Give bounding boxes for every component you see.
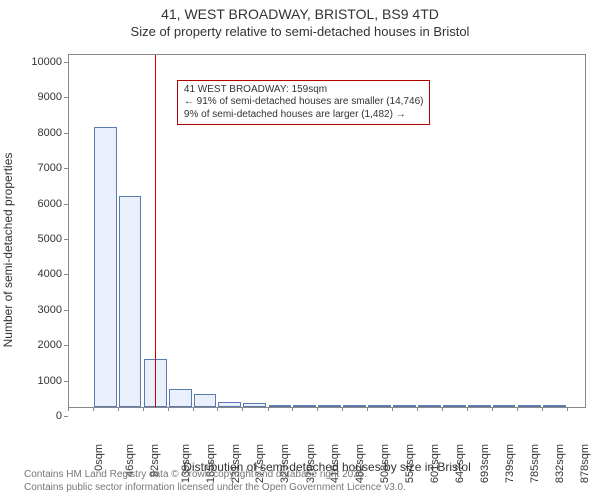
bar bbox=[243, 403, 266, 407]
x-tick-mark bbox=[193, 407, 194, 411]
y-tick-label: 3000 bbox=[38, 304, 62, 316]
footer: Contains HM Land Registry data © Crown c… bbox=[24, 468, 406, 494]
y-tick-label: 7000 bbox=[38, 162, 62, 174]
x-tick-mark bbox=[367, 407, 368, 411]
x-tick-mark bbox=[242, 407, 243, 411]
x-tick-mark bbox=[217, 407, 218, 411]
bar bbox=[443, 405, 466, 407]
x-tick-mark bbox=[417, 407, 418, 411]
bar bbox=[518, 405, 541, 407]
footer-line1: Contains HM Land Registry data © Crown c… bbox=[24, 468, 406, 481]
bar bbox=[393, 405, 416, 407]
x-tick-mark bbox=[93, 407, 94, 411]
marker-line bbox=[155, 55, 156, 407]
bar bbox=[343, 405, 366, 407]
x-tick-mark bbox=[168, 407, 169, 411]
bar bbox=[94, 127, 117, 407]
title-line1: 41, WEST BROADWAY, BRISTOL, BS9 4TD bbox=[0, 6, 600, 24]
y-tick-label: 5000 bbox=[38, 233, 62, 245]
bar bbox=[543, 405, 566, 407]
annotation-line: 41 WEST BROADWAY: 159sqm bbox=[184, 84, 424, 97]
bar bbox=[493, 405, 516, 407]
bar bbox=[269, 405, 292, 407]
x-tick-mark bbox=[517, 407, 518, 411]
bar bbox=[293, 405, 316, 407]
x-tick-mark bbox=[567, 407, 568, 411]
annotation-box: 41 WEST BROADWAY: 159sqm← 91% of semi-de… bbox=[177, 80, 431, 126]
y-tick-label: 1000 bbox=[38, 375, 62, 387]
y-tick-label: 8000 bbox=[38, 127, 62, 139]
bar bbox=[194, 394, 217, 407]
chart-title: 41, WEST BROADWAY, BRISTOL, BS9 4TD Size… bbox=[0, 0, 600, 40]
x-tick-mark bbox=[268, 407, 269, 411]
x-tick-mark bbox=[492, 407, 493, 411]
y-tick-label: 0 bbox=[56, 410, 62, 422]
bar bbox=[218, 402, 241, 407]
y-tick-label: 2000 bbox=[38, 339, 62, 351]
y-axis-ticks: 0100020003000400050006000700080009000100… bbox=[0, 54, 68, 408]
bar bbox=[169, 389, 192, 407]
bar bbox=[468, 405, 491, 407]
x-tick-mark bbox=[292, 407, 293, 411]
x-tick-mark bbox=[467, 407, 468, 411]
y-tick-label: 9000 bbox=[38, 91, 62, 103]
x-tick-mark bbox=[542, 407, 543, 411]
bar bbox=[318, 405, 341, 407]
bar bbox=[418, 405, 441, 407]
x-tick-mark bbox=[68, 407, 69, 411]
chart: Number of semi-detached properties 01000… bbox=[0, 46, 600, 454]
footer-line2: Contains public sector information licen… bbox=[24, 481, 406, 494]
x-tick-mark bbox=[317, 407, 318, 411]
x-tick-mark bbox=[442, 407, 443, 411]
title-line2: Size of property relative to semi-detach… bbox=[0, 24, 600, 40]
x-axis-ticks: 0sqm46sqm92sqm139sqm185sqm231sqm277sqm32… bbox=[68, 408, 586, 454]
y-tick-label: 10000 bbox=[31, 56, 62, 68]
y-tick-label: 4000 bbox=[38, 268, 62, 280]
y-tick-label: 6000 bbox=[38, 198, 62, 210]
bar bbox=[119, 196, 142, 407]
annotation-line: ← 91% of semi-detached houses are smalle… bbox=[184, 96, 424, 109]
x-tick-mark bbox=[392, 407, 393, 411]
bar bbox=[368, 405, 391, 407]
annotation-line: 9% of semi-detached houses are larger (1… bbox=[184, 109, 424, 122]
x-tick-mark bbox=[143, 407, 144, 411]
x-tick-mark bbox=[342, 407, 343, 411]
x-tick-mark bbox=[118, 407, 119, 411]
plot-area: 41 WEST BROADWAY: 159sqm← 91% of semi-de… bbox=[68, 54, 586, 408]
